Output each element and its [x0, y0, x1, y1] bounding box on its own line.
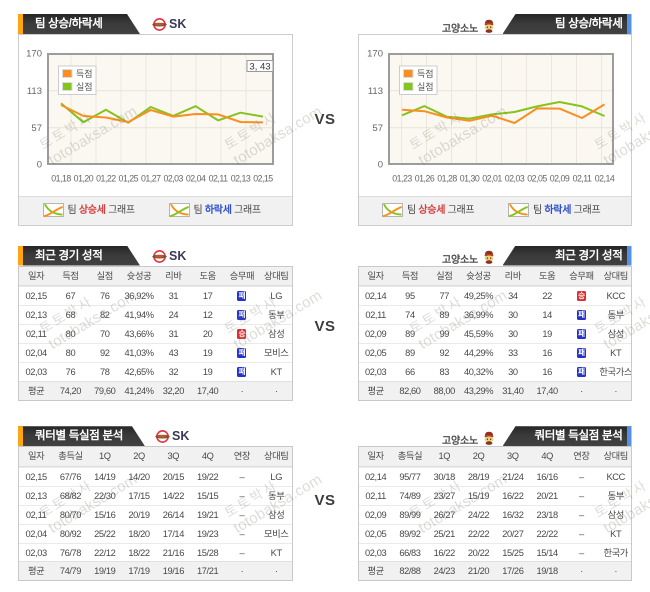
svg-text:02,04: 02,04	[186, 174, 206, 184]
svg-text:01,30: 01,30	[459, 174, 479, 184]
svg-text:01,22: 01,22	[96, 174, 116, 184]
svg-text:57: 57	[31, 123, 42, 134]
svg-text:01,26: 01,26	[414, 174, 434, 184]
svg-text:01,25: 01,25	[119, 174, 139, 184]
svg-text:02,13: 02,13	[231, 174, 251, 184]
svg-text:01,28: 01,28	[437, 174, 457, 184]
svg-text:57: 57	[372, 123, 383, 134]
svg-text:170: 170	[26, 49, 42, 60]
svg-text:113: 113	[27, 86, 42, 97]
svg-text:02,14: 02,14	[594, 174, 614, 184]
svg-text:0: 0	[37, 160, 42, 171]
svg-text:0: 0	[377, 160, 382, 171]
svg-text:득점: 득점	[417, 68, 434, 79]
svg-text:02,01: 02,01	[482, 174, 502, 184]
svg-text:02,05: 02,05	[527, 174, 547, 184]
svg-text:실점: 실점	[417, 81, 434, 92]
svg-text:01,20: 01,20	[74, 174, 94, 184]
svg-text:실점: 실점	[76, 81, 93, 92]
svg-text:득점: 득점	[76, 68, 93, 79]
svg-text:170: 170	[367, 49, 383, 60]
svg-text:02,15: 02,15	[253, 174, 273, 184]
svg-text:02,11: 02,11	[572, 174, 591, 184]
svg-text:01,27: 01,27	[141, 174, 161, 184]
svg-text:02,03: 02,03	[504, 174, 524, 184]
svg-text:02,11: 02,11	[209, 174, 228, 184]
svg-text:01,23: 01,23	[392, 174, 412, 184]
svg-text:02,09: 02,09	[549, 174, 569, 184]
svg-text:3, 43: 3, 43	[249, 62, 270, 73]
svg-text:02,03: 02,03	[163, 174, 183, 184]
svg-text:01,18: 01,18	[51, 174, 71, 184]
svg-text:113: 113	[367, 86, 382, 97]
